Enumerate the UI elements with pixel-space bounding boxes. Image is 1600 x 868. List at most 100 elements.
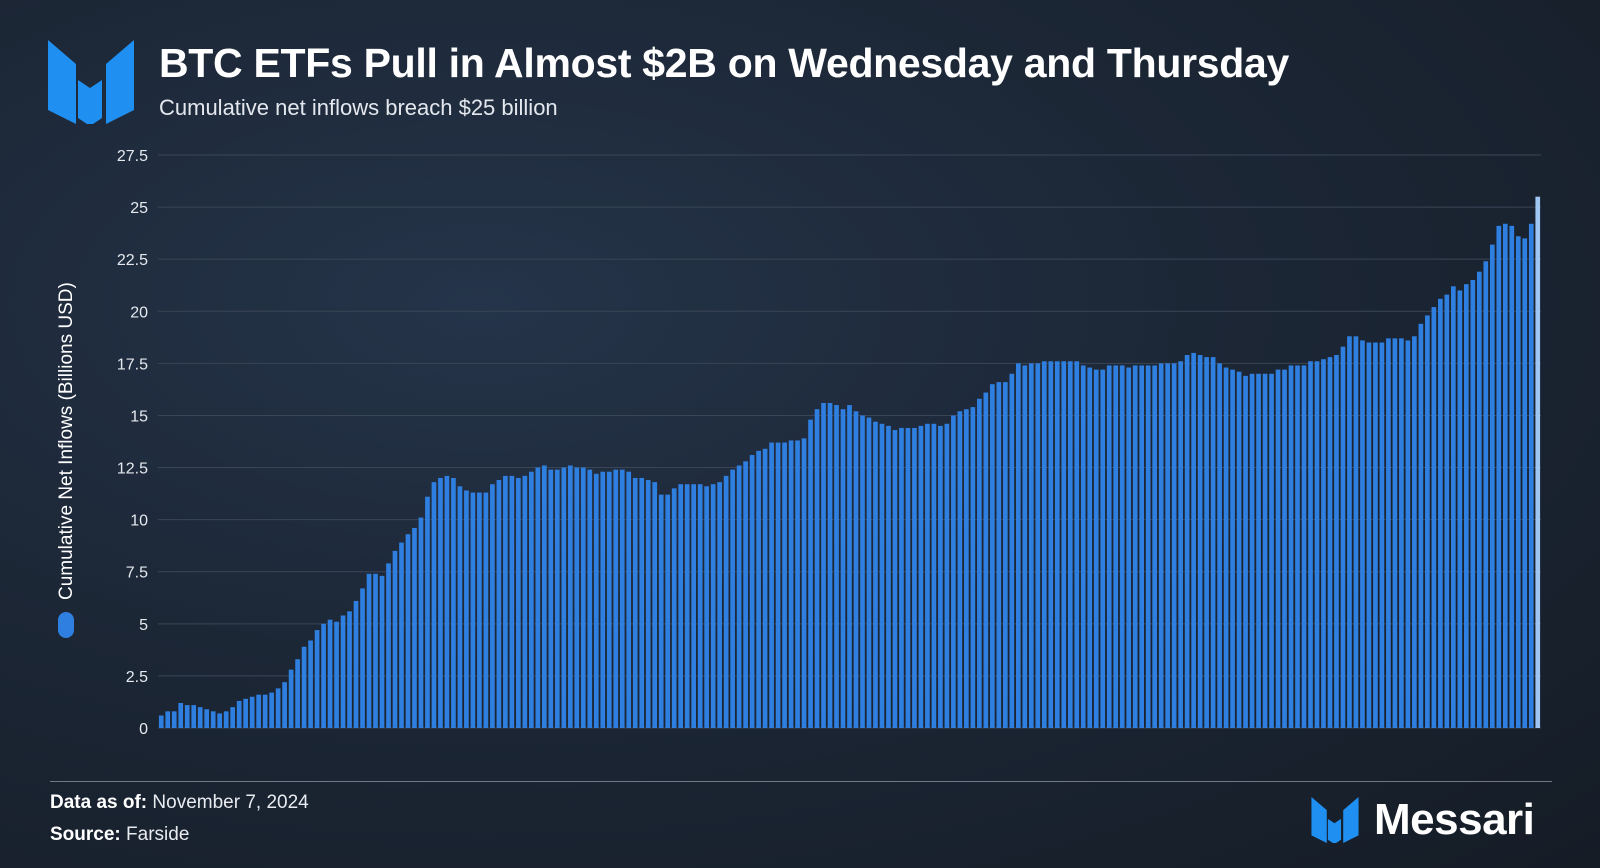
bar (821, 402, 826, 728)
bar (464, 490, 469, 728)
bar (1444, 294, 1450, 728)
bar (1399, 338, 1404, 728)
legend-swatch (58, 612, 74, 638)
bar (483, 492, 489, 728)
bar (1158, 363, 1164, 728)
bar (243, 698, 248, 728)
bar (652, 482, 658, 728)
bar (886, 425, 891, 728)
data-as-of: Data as of: November 7, 2024 (50, 792, 309, 814)
bar (1145, 365, 1151, 728)
bar (866, 417, 872, 728)
bar (678, 484, 684, 728)
bar (327, 619, 333, 728)
bar (1483, 261, 1489, 728)
bar (1405, 340, 1411, 728)
bar (541, 465, 547, 728)
bar (983, 392, 989, 728)
bar (379, 575, 385, 728)
bar (1353, 336, 1359, 728)
bar (619, 469, 625, 728)
bar (1360, 340, 1365, 728)
bar (249, 696, 255, 728)
bar (217, 713, 223, 728)
bar (1463, 284, 1469, 728)
y-axis-legend: Cumulative Net Inflows (Billions USD) (56, 282, 77, 638)
bar (256, 694, 261, 728)
bar (321, 623, 326, 728)
bar (230, 707, 236, 728)
bar (684, 484, 690, 728)
y-axis-label: Cumulative Net Inflows (Billions USD) (56, 282, 77, 600)
bar (438, 477, 443, 728)
bar (412, 527, 417, 728)
bar (1100, 369, 1106, 728)
bar (503, 475, 508, 728)
bar (1308, 361, 1313, 728)
bar (814, 409, 820, 728)
bar (834, 405, 839, 728)
bar (840, 409, 846, 728)
bar (1223, 367, 1229, 728)
page-subtitle: Cumulative net inflows breach $25 billio… (159, 95, 558, 120)
bar (1256, 373, 1261, 728)
bar (964, 409, 969, 728)
bar (301, 646, 307, 728)
bar (1080, 365, 1086, 728)
bar (1269, 373, 1274, 728)
bar (1217, 363, 1222, 728)
bar (925, 423, 930, 728)
bar (1502, 223, 1508, 728)
bar (606, 471, 612, 728)
footer-divider (50, 781, 1552, 782)
bar (340, 615, 346, 728)
bar (1522, 238, 1528, 728)
y-tick-label: 25 (130, 200, 148, 217)
bar (944, 423, 950, 728)
bar (444, 475, 450, 728)
y-tick-label: 0 (139, 721, 148, 738)
bar (970, 407, 976, 728)
bar (626, 471, 632, 728)
bar (282, 682, 287, 728)
bar (788, 440, 794, 728)
bar (1321, 359, 1326, 728)
bar (853, 411, 859, 728)
y-tick-label: 15 (130, 408, 148, 425)
bar (1178, 361, 1183, 728)
y-tick-label: 20 (130, 304, 148, 321)
data-as-of-label: Data as of: (50, 792, 148, 813)
bar (171, 711, 177, 728)
data-source-value: Farside (126, 824, 190, 845)
bar (905, 427, 911, 728)
bar (1457, 290, 1463, 728)
bar (405, 534, 411, 728)
bar (743, 461, 748, 728)
bar (1022, 365, 1028, 728)
bar (1515, 236, 1521, 728)
bar (1041, 361, 1047, 728)
bar (1002, 382, 1008, 728)
bar (269, 692, 274, 728)
bar (522, 475, 528, 728)
bar (1048, 361, 1054, 728)
bar (1418, 323, 1424, 728)
bar (587, 469, 593, 728)
bar (1282, 369, 1287, 728)
y-tick-label: 2.5 (126, 669, 148, 686)
bar (1489, 244, 1495, 728)
bar (951, 415, 956, 728)
bar (775, 442, 781, 728)
data-as-of-value: November 7, 2024 (152, 792, 309, 813)
bar (639, 477, 645, 728)
bar (373, 573, 378, 728)
bar (1340, 346, 1346, 728)
bar (204, 709, 210, 728)
bar (1496, 225, 1502, 729)
bar (704, 486, 709, 728)
bar (1093, 369, 1099, 728)
bar (1334, 355, 1339, 728)
bar (1236, 371, 1242, 728)
bar (1171, 363, 1177, 728)
bar (1288, 365, 1294, 728)
